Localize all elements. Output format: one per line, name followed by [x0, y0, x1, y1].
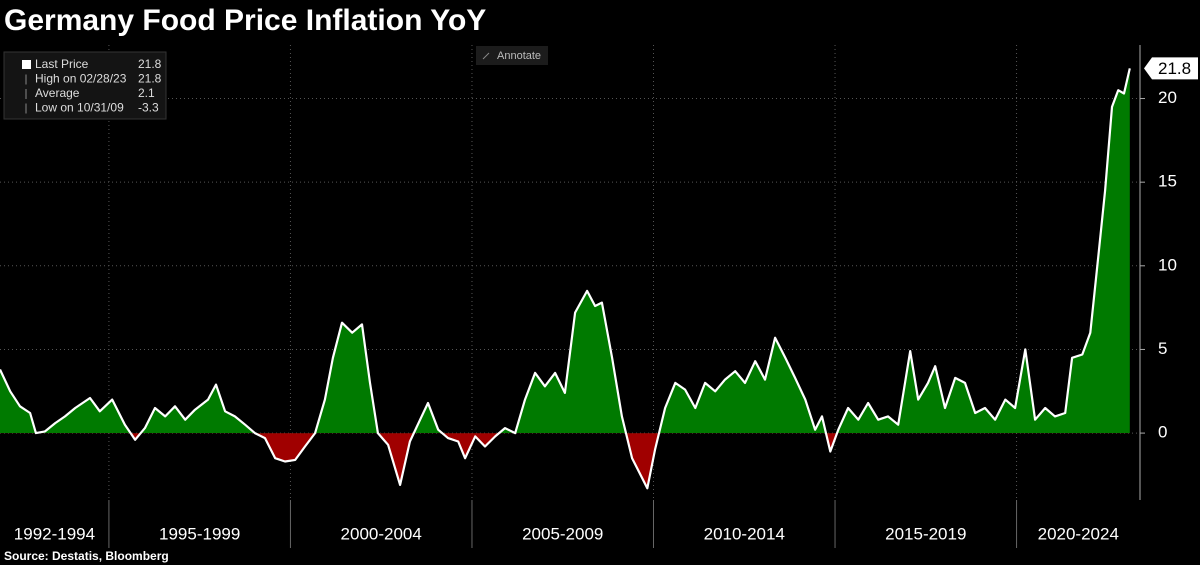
period-label: 2015-2019: [885, 524, 966, 543]
line: [0, 68, 1131, 490]
legend-value: 21.8: [138, 57, 162, 71]
period-label: 1995-1999: [159, 524, 240, 543]
legend-label: High on 02/28/23: [35, 72, 127, 86]
last-price-tag: [1144, 57, 1198, 80]
legend-label: Last Price: [35, 57, 89, 71]
y-tick-label: 5: [1158, 339, 1167, 358]
y-tick-label: 0: [1158, 423, 1167, 442]
legend-value: 2.1: [138, 86, 155, 100]
source: Source: Destatis, Bloomberg: [4, 549, 169, 563]
period-label: 1992-1994: [14, 524, 95, 543]
annotate-button[interactable]: Annotate: [476, 46, 548, 65]
legend-value: 21.8: [138, 72, 162, 86]
legend-value: -3.3: [138, 101, 159, 115]
y-tick-label: 10: [1158, 255, 1177, 274]
last-price-label: 21.8: [1158, 59, 1191, 78]
y-tick-label: 15: [1158, 172, 1177, 191]
period-label: 2000-2004: [341, 524, 422, 543]
annotate-bg[interactable]: [476, 46, 548, 65]
annotate-label[interactable]: Annotate: [497, 50, 541, 62]
legend-label: Average: [35, 86, 80, 100]
y-tick-label: 20: [1158, 88, 1177, 107]
legend-icon: [22, 60, 31, 69]
annotate-icon[interactable]: [482, 52, 490, 60]
legend-label: Low on 10/31/09: [35, 101, 124, 115]
legend: Last Price 21.8 High on 02/28/23 21.8 Averag…: [3, 51, 167, 120]
area-negative: [35, 433, 838, 489]
period-label: 2020-2024: [1038, 524, 1119, 543]
chart-title: Germany Food Price Inflation YoY: [4, 4, 486, 37]
period-label: 2005-2009: [522, 524, 603, 543]
period-label: 2010-2014: [704, 524, 785, 543]
